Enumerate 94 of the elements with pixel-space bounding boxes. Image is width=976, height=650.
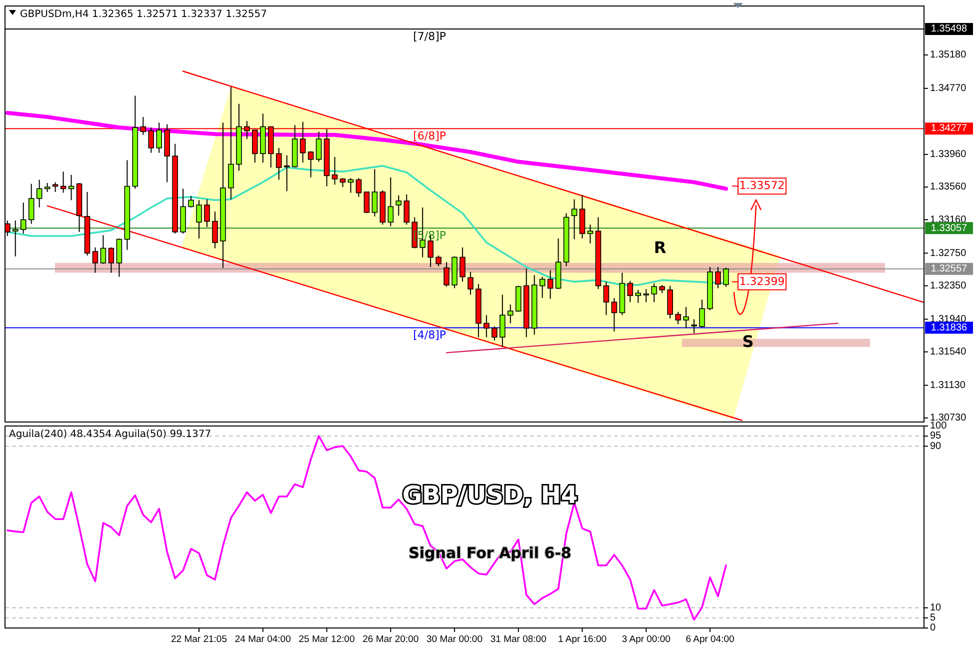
x-tick-label: 6 Apr 04:00 (686, 634, 734, 645)
y-tick-label: 1.32750 (930, 248, 967, 259)
text: 1.34277 (930, 123, 968, 134)
text: 1.32557 (930, 264, 968, 275)
annotation: 1.32399 (739, 274, 785, 288)
candlestick (444, 262, 450, 288)
x-tick-label: 1 Apr 16:00 (558, 634, 607, 645)
text: 1.31836 (930, 322, 968, 334)
y-tick-label: 5 (930, 612, 936, 624)
y-tick-label: 90 (930, 440, 942, 452)
candlestick (627, 280, 634, 303)
candlestick (100, 234, 106, 264)
candlestick (492, 326, 498, 341)
candlestick (364, 191, 370, 214)
candlestick (316, 131, 322, 162)
candlestick (20, 202, 26, 234)
candlestick (284, 154, 290, 192)
y-tick-label: 1.31540 (930, 346, 967, 358)
ref-line-label: [4/8]P (413, 328, 446, 342)
y-tick-label: 95 (930, 430, 942, 442)
candlestick (508, 304, 514, 324)
candlestick (308, 150, 314, 178)
x-tick-label: 31 Mar 08:00 (490, 634, 546, 645)
candlestick (500, 294, 506, 348)
x-tick-label: 22 Mar 21:05 (171, 634, 228, 645)
y-tick-label: 10 (930, 602, 942, 614)
candlestick (348, 178, 354, 194)
ref-line-label: [7/8]P (413, 30, 446, 43)
candlestick (156, 122, 162, 154)
y-tick-label: 0 (930, 622, 936, 634)
band-label: R (654, 238, 666, 257)
candlestick (332, 156, 338, 186)
candlestick (140, 116, 146, 136)
y-tick-label: 1.32350 (930, 280, 967, 292)
y-tick-label: 1.33960 (930, 149, 967, 160)
candlestick (571, 198, 578, 240)
candlestick (36, 179, 42, 208)
candlestick (148, 127, 154, 154)
candlestick (603, 281, 610, 316)
candlestick (372, 168, 378, 217)
text: 1.35498 (930, 24, 968, 35)
candlestick (356, 178, 362, 198)
y-tick-label: 1.34770 (930, 83, 967, 94)
y-tick-label: 1.35180 (930, 50, 967, 61)
annotation: 1.33572 (739, 179, 785, 192)
candlestick (539, 276, 546, 299)
candlestick (460, 246, 466, 282)
line-series (5, 110, 728, 191)
candlestick (404, 194, 410, 226)
candlestick (691, 318, 697, 334)
candlestick (204, 198, 210, 228)
candlestick (715, 266, 721, 289)
candlestick (675, 311, 681, 325)
candlestick (484, 314, 490, 338)
candlestick (547, 270, 554, 300)
x-tick-label: 25 Mar 12:00 (298, 634, 355, 645)
candlestick (116, 238, 122, 278)
candlestick (436, 255, 442, 267)
candlestick (12, 220, 18, 257)
candlestick (396, 194, 402, 216)
candlestick (196, 200, 202, 239)
ref-line-label: [6/8]P (413, 130, 446, 143)
candlestick (60, 171, 66, 194)
candlestick (683, 306, 689, 329)
text: 1.33057 (930, 222, 968, 234)
candlestick (611, 298, 618, 332)
y-tick-label: 1.31130 (930, 380, 966, 391)
candlestick (643, 288, 650, 303)
candlestick (228, 86, 234, 200)
x-tick-label: 26 Mar 20:00 (362, 634, 419, 645)
x-tick-label: 24 Mar 04:00 (234, 634, 291, 645)
candlestick (468, 271, 474, 296)
candlestick (651, 282, 658, 303)
band-label: S (742, 332, 754, 351)
candlestick (388, 176, 394, 227)
candlestick (92, 246, 98, 274)
chart-title: GBPUSDm,H4 1.32365 1.32571 1.32337 1.32557 (20, 9, 267, 20)
chart-title: Aguila(240) 48.4354 Aguila(50) 99.1377 (9, 429, 212, 440)
candlestick (68, 174, 74, 201)
candlestick (723, 267, 729, 288)
candlestick (28, 183, 34, 224)
candlestick (212, 211, 218, 249)
candlestick (188, 196, 194, 208)
candlestick (52, 182, 58, 192)
candlestick (108, 246, 114, 274)
x-tick-label: 3 Apr 00:00 (622, 634, 670, 645)
y-tick-label: 100 (930, 420, 948, 432)
x-tick-label: 30 Mar 00:00 (426, 634, 483, 645)
candlestick (587, 224, 594, 244)
candlestick (699, 299, 705, 328)
annotation: GBP/USD, H4 (402, 481, 578, 509)
candlestick (635, 289, 642, 304)
candlestick (276, 147, 282, 180)
y-tick-label: 1.33560 (930, 182, 967, 193)
